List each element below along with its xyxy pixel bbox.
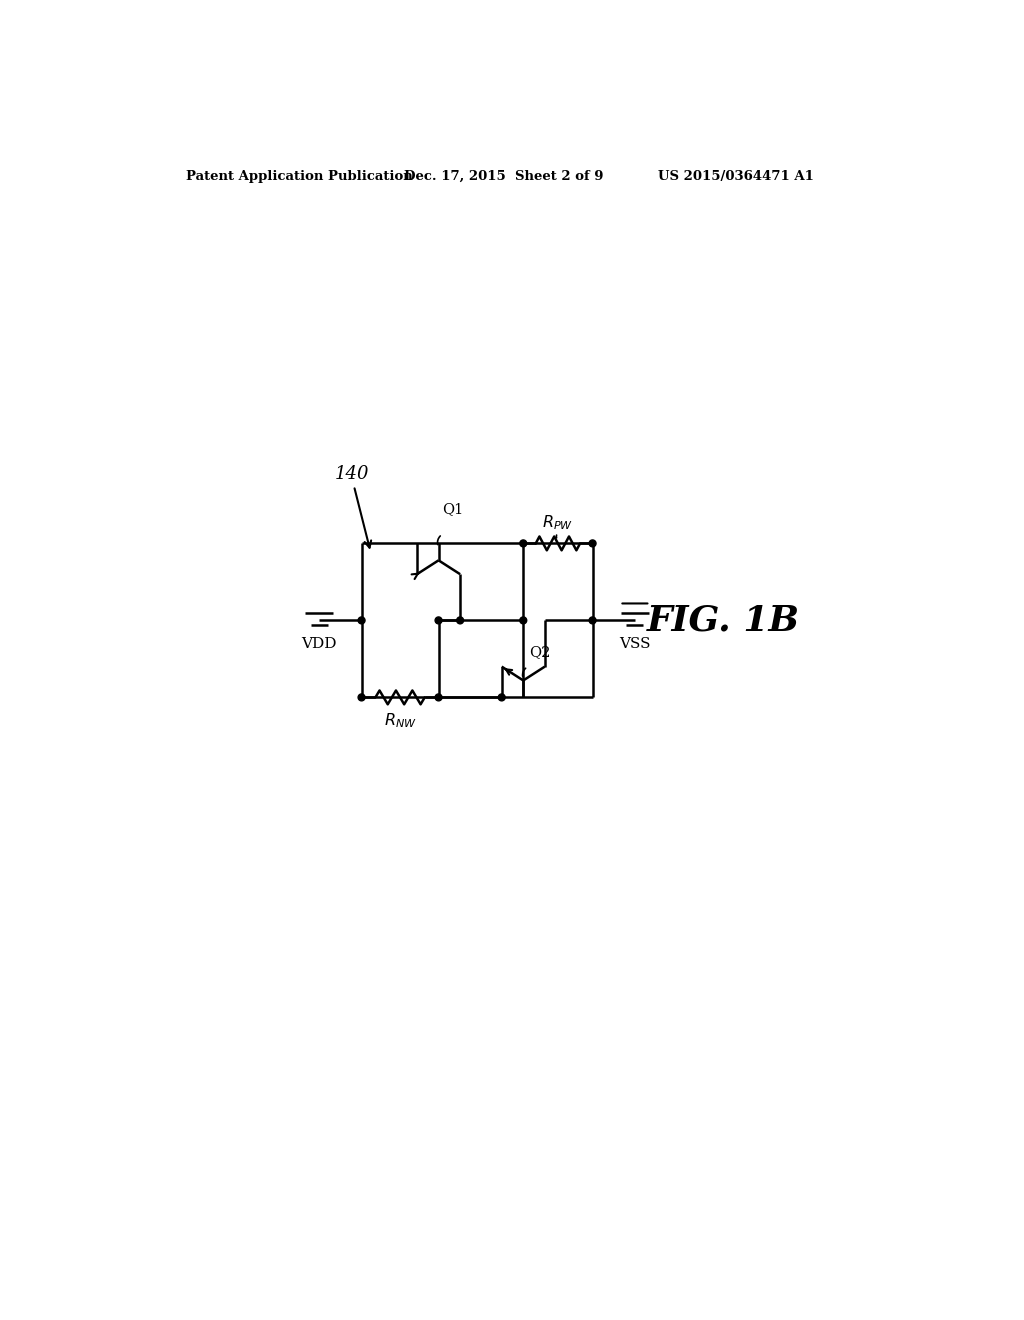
Circle shape [520,616,526,624]
Circle shape [435,694,442,701]
Text: $R_{NW}$: $R_{NW}$ [384,711,417,730]
Circle shape [589,616,596,624]
Text: Patent Application Publication: Patent Application Publication [186,170,413,183]
Text: Dec. 17, 2015  Sheet 2 of 9: Dec. 17, 2015 Sheet 2 of 9 [403,170,603,183]
Text: Q1: Q1 [442,503,464,516]
Text: VSS: VSS [620,638,650,651]
Text: US 2015/0364471 A1: US 2015/0364471 A1 [658,170,814,183]
Circle shape [520,540,526,546]
Text: FIG. 1B: FIG. 1B [647,603,800,638]
Circle shape [358,694,365,701]
Circle shape [457,616,464,624]
Circle shape [589,540,596,546]
Text: 140: 140 [335,465,369,483]
Text: $R_{PW}$: $R_{PW}$ [543,513,573,532]
Circle shape [435,616,442,624]
Text: Q2: Q2 [529,645,551,659]
Text: VDD: VDD [301,638,337,651]
Circle shape [358,616,365,624]
Circle shape [499,694,505,701]
